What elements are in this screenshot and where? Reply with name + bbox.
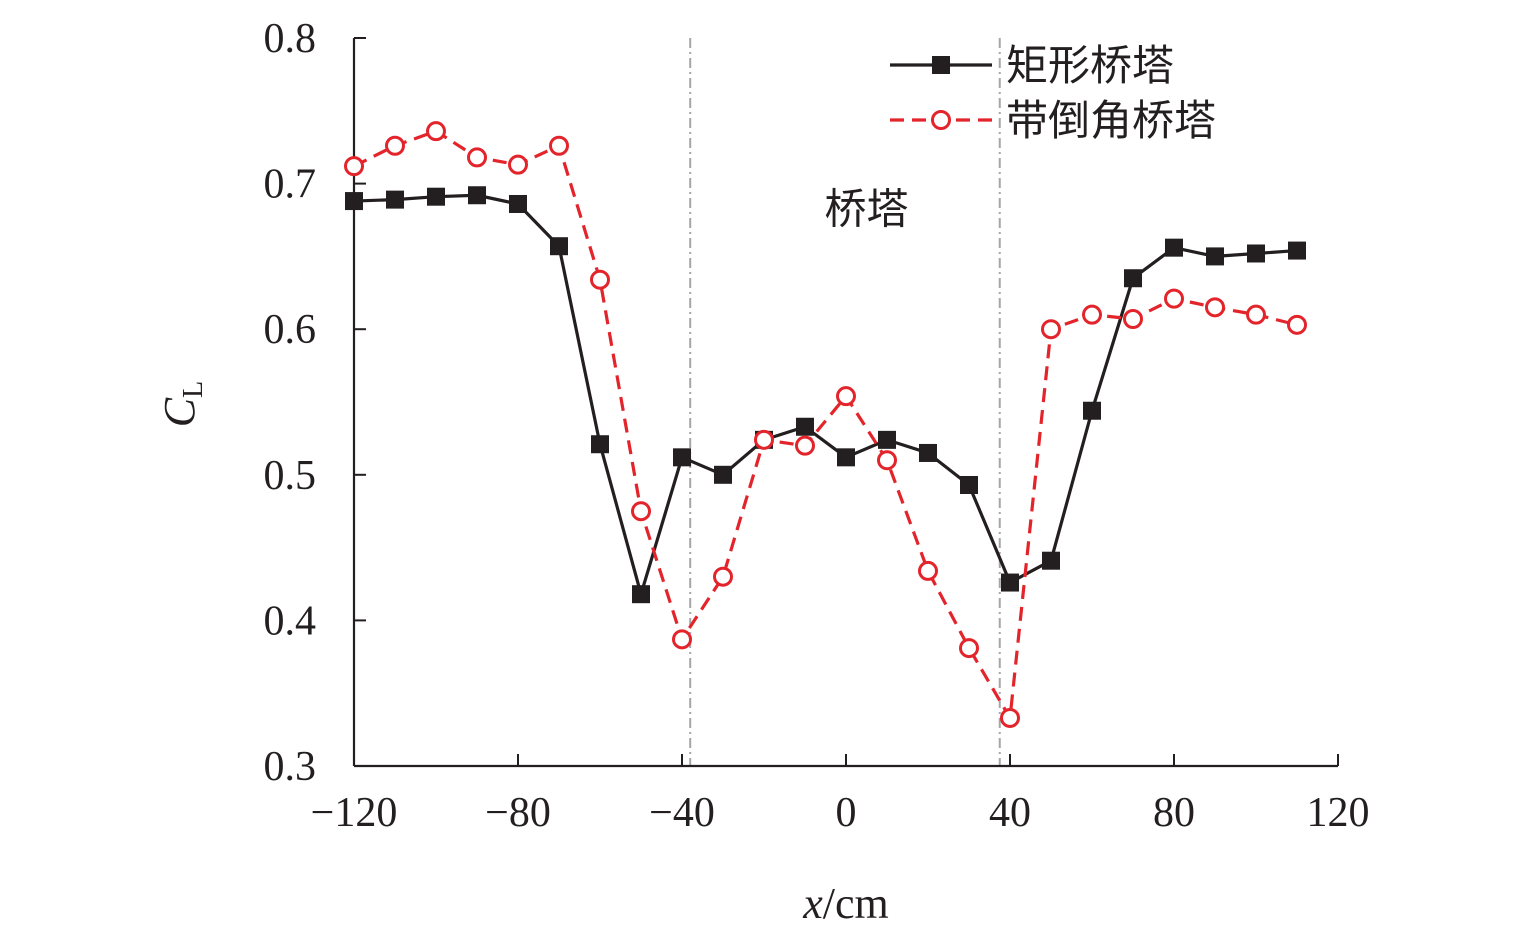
x-tick-label: 40 [989,790,1031,836]
data-point-circle [1000,707,1020,728]
data-point-square [1001,573,1019,592]
data-point-circle [385,135,405,156]
legend-label: 带倒角桥塔 [1006,96,1216,145]
series-rectangular-tower [345,186,1306,604]
data-point-circle [1164,288,1184,309]
data-point-square [550,237,568,256]
data-point-circle [1082,304,1102,325]
data-point-square [878,430,896,449]
data-point-circle [631,501,651,522]
y-axis-variable: C [155,397,204,427]
legend-label: 矩形桥塔 [1006,41,1174,90]
data-point-square [1288,241,1306,260]
data-point-circle [1246,304,1266,325]
x-tick-label: 0 [836,790,857,836]
data-point-circle [672,629,692,650]
x-axis-title: x/cm [802,879,889,928]
data-point-circle [959,638,979,659]
data-point-square [1165,238,1183,257]
y-tick-label: 0.5 [264,453,317,499]
data-point-square [837,448,855,467]
x-axis-unit: /cm [823,879,889,928]
y-tick-label: 0.8 [264,16,317,62]
data-point-circle [1123,309,1143,330]
x-tick-label: −40 [649,790,715,836]
data-point-square [1206,247,1224,266]
y-tick-label: 0.3 [264,744,317,790]
series-line [353,193,1298,596]
tower-annotation: 桥塔 [824,184,908,233]
data-point-circle [590,269,610,290]
data-point-square [1083,401,1101,420]
data-point-circle [467,147,487,168]
data-point-square [632,585,650,604]
data-point-circle [426,121,446,142]
data-point-square [1042,551,1060,570]
svg-text:CL: CL [155,381,209,427]
y-axis-subscript: L [178,381,209,398]
data-point-circle [1205,297,1225,318]
x-tick-label: 120 [1307,790,1370,836]
data-point-circle [931,110,951,130]
data-point-square [1124,269,1142,288]
x-tick-label: 80 [1153,790,1195,836]
x-tick-label: −80 [485,790,551,836]
data-point-circle [508,154,528,175]
data-point-circle [877,450,897,471]
y-tick-label: 0.7 [264,162,317,208]
series-chamfered-tower [344,121,1307,728]
data-point-circle [918,560,938,581]
data-point-square [673,448,691,467]
data-point-circle [549,135,569,156]
data-point-square [468,186,486,205]
data-point-square [714,465,732,484]
series-layer [344,121,1307,728]
data-point-circle [713,566,733,587]
data-point-circle [795,435,815,456]
data-point-square [509,194,527,213]
data-point-circle [344,156,364,177]
data-point-circle [1041,319,1061,340]
y-axis-title: CL [155,381,209,427]
data-point-square [796,417,814,436]
data-point-square [591,435,609,454]
data-point-square [386,190,404,209]
data-point-circle [754,429,774,450]
data-point-circle [1287,314,1307,335]
data-point-square [1247,244,1265,263]
x-tick-label: −120 [311,790,398,836]
y-tick-label: 0.6 [264,307,317,353]
data-point-square [919,443,937,462]
data-point-square [932,56,950,74]
x-axis-variable: x [802,879,823,928]
legend-item: 矩形桥塔 [890,41,1174,90]
data-point-square [960,475,978,494]
data-point-circle [836,386,856,407]
data-point-square [345,192,363,211]
ticks: −120 −80 −40 0 40 80 120 0.3 0.4 0.5 0.6 0.7 0.8 [264,16,1370,836]
legend-item: 带倒角桥塔 [890,96,1216,145]
y-tick-label: 0.4 [264,598,317,644]
data-point-square [427,187,445,206]
